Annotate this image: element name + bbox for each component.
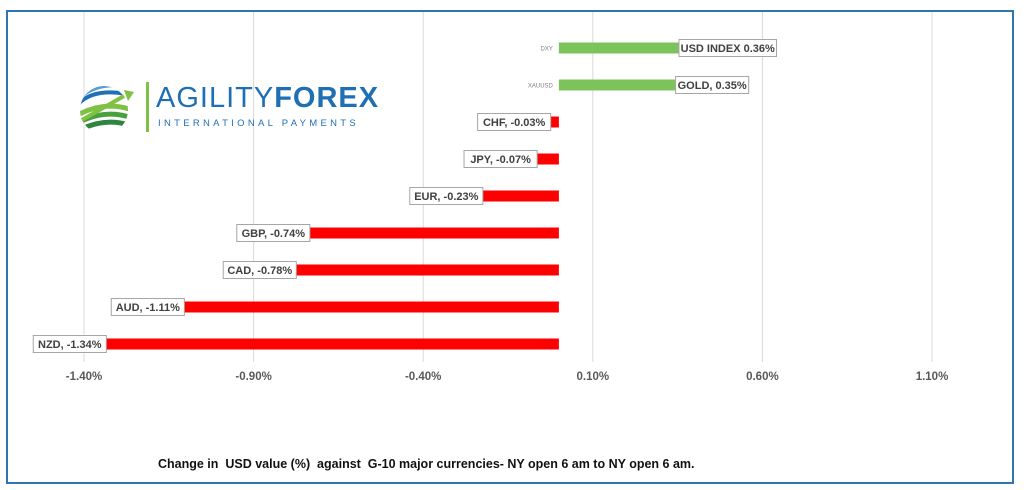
chart-caption: Change in USD value (%) against G-10 maj… (158, 457, 695, 471)
bar (307, 227, 559, 239)
data-label: CHF, -0.03% (483, 117, 546, 129)
category-label: XAUUSD (528, 84, 554, 90)
bar (558, 42, 681, 54)
data-label: EUR, -0.23% (414, 191, 478, 203)
x-tick-label: -0.90% (235, 371, 271, 383)
data-label-box (675, 76, 750, 94)
bar (558, 79, 678, 91)
data-label-box (463, 150, 538, 168)
bar (480, 190, 559, 202)
bar (548, 116, 559, 128)
bar-chart: -1.40% -0.90% -0.40% 0.10% 0.60% 1.10% DXY USD … (32, 12, 949, 383)
x-tick-label: -1.40% (66, 371, 102, 383)
data-label: NZD, -1.34% (38, 339, 102, 351)
data-label: AUD, -1.11% (116, 302, 180, 314)
logo-wordmark: AGILITYFOREX (156, 82, 380, 114)
data-label: USD INDEX 0.36% (681, 43, 775, 55)
bar (182, 301, 559, 313)
data-label-box (110, 298, 185, 316)
data-label: GBP, -0.74% (242, 228, 306, 240)
chart-frame: -1.40% -0.90% -0.40% 0.10% 0.60% 1.10% DXY USD … (6, 10, 1014, 484)
data-label-box (678, 39, 777, 57)
bar (294, 264, 559, 276)
bar (535, 153, 559, 165)
x-tick-label: 0.10% (576, 371, 609, 383)
data-label-box (32, 335, 107, 353)
data-label-box (409, 187, 484, 205)
data-label-box (236, 224, 311, 242)
logo-tagline: INTERNATIONAL PAYMENTS (158, 118, 360, 129)
data-label: JPY, -0.07% (470, 154, 531, 166)
data-label-box (222, 261, 297, 279)
globe-logo-icon (80, 86, 134, 134)
data-label: CAD, -0.78% (227, 265, 292, 277)
agility-forex-logo: AGILITYFOREX INTERNATIONAL PAYMENTS (74, 80, 378, 138)
x-tick-label: -0.40% (405, 371, 441, 383)
bar (104, 338, 559, 350)
data-label: GOLD, 0.35% (678, 80, 747, 92)
logo-divider (146, 82, 149, 132)
data-label-box (477, 113, 552, 131)
x-tick-label: 0.60% (746, 371, 779, 383)
category-label: DXY (541, 47, 553, 53)
x-tick-label: 1.10% (916, 371, 949, 383)
